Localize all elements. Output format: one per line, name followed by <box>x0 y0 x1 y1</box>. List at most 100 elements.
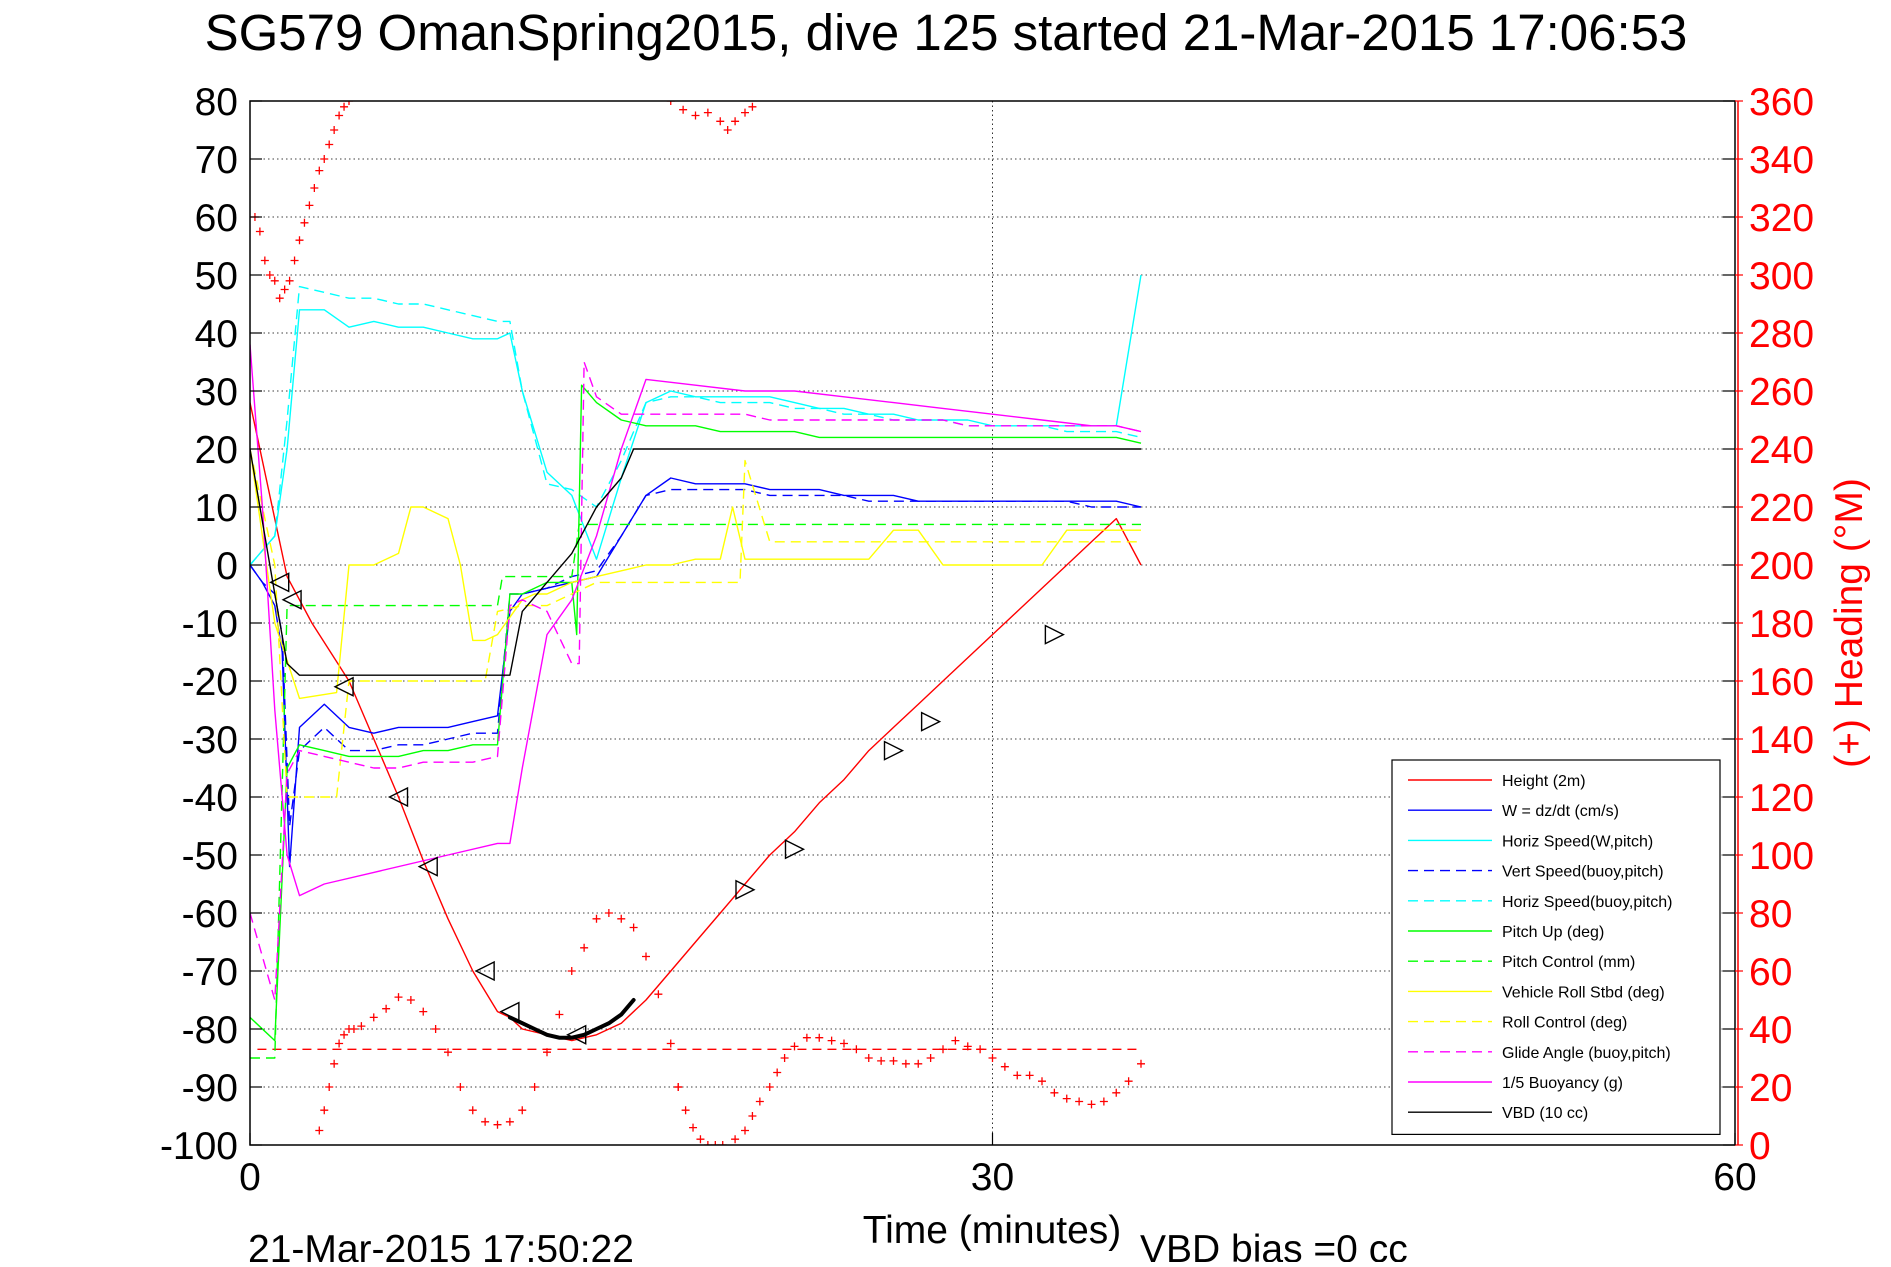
direction-triangle-marker <box>920 711 942 732</box>
heading-marker <box>1013 1071 1022 1080</box>
direction-triangle-marker <box>474 960 495 982</box>
heading-marker <box>755 1097 764 1106</box>
heading-marker <box>691 111 700 120</box>
y2-tick-label: 340 <box>1749 139 1814 182</box>
heading-marker <box>505 1117 514 1126</box>
heading-marker <box>419 1007 428 1016</box>
series-vehicle-roll-stbd-deg <box>250 448 1141 700</box>
heading-marker <box>802 1033 811 1042</box>
heading-marker <box>1124 1077 1133 1086</box>
heading-marker <box>604 909 613 917</box>
heading-marker <box>1062 1094 1071 1103</box>
heading-marker <box>1137 1059 1145 1068</box>
heading-marker <box>481 1117 490 1126</box>
heading-marker <box>748 1112 757 1120</box>
y-tick-label: 60 <box>195 197 238 240</box>
heading-marker <box>711 1141 720 1145</box>
heading-marker <box>325 140 334 149</box>
heading-marker <box>654 990 663 999</box>
x-tick-label: 60 <box>1713 1156 1756 1199</box>
y2-tick-label: 100 <box>1749 835 1814 878</box>
chart-title: SG579 OmanSpring2015, dive 125 started 2… <box>205 4 1688 61</box>
heading-marker <box>270 276 279 285</box>
y-tick-label: 30 <box>195 371 238 414</box>
y2-axis-label: (+) Heading (°M) <box>1828 478 1871 768</box>
series-group <box>250 101 1145 1145</box>
heading-marker <box>617 914 626 923</box>
heading-marker <box>305 201 314 210</box>
y2-tick-label: 300 <box>1749 255 1814 298</box>
heading-marker <box>315 1126 324 1135</box>
y2-tick-label: 80 <box>1749 893 1792 936</box>
heading-marker <box>731 117 740 126</box>
heading-marker <box>592 914 601 923</box>
y-tick-label: -80 <box>182 1009 238 1052</box>
y2-tick-label: 40 <box>1749 1009 1792 1052</box>
series-horiz-speed-w-pitch <box>250 274 1142 566</box>
axis-layer: 80706050403020100-10-20-30-40-50-60-70-8… <box>160 81 1814 1199</box>
direction-triangle-marker <box>784 839 806 860</box>
heading-marker <box>696 1135 705 1144</box>
series-1-5-buoyancy-g <box>250 344 1142 897</box>
y-tick-label: -30 <box>182 719 238 762</box>
legend-entry-label: VBD (10 cc) <box>1502 1105 1588 1122</box>
heading-marker <box>773 1068 782 1077</box>
y-tick-label: -60 <box>182 893 238 936</box>
heading-marker <box>666 101 675 105</box>
y-tick-label: -100 <box>160 1125 238 1168</box>
heading-marker <box>567 967 576 975</box>
heading-marker <box>580 943 589 952</box>
heading-marker <box>877 1056 886 1065</box>
heading-marker <box>840 1039 848 1048</box>
series-horiz-speed-buoy-pitch <box>250 285 1142 566</box>
heading-marker <box>265 271 274 279</box>
legend-entry-label: Glide Angle (buoy,pitch) <box>1502 1045 1671 1062</box>
series-w-dz-dt-cm-s <box>250 477 1142 868</box>
y-tick-label: 40 <box>195 313 238 356</box>
heading-marker <box>1075 1097 1084 1106</box>
heading-marker <box>723 126 732 134</box>
series-pitch-control-mm <box>250 523 1141 1059</box>
series-glide-angle-buoy-pitch <box>250 361 1142 1001</box>
y2-tick-label: 140 <box>1749 719 1814 762</box>
heading-marker <box>765 1083 774 1091</box>
y-tick-label: 50 <box>195 255 238 298</box>
x-axis-label: Time (minutes) <box>863 1209 1122 1252</box>
heading-marker <box>285 276 294 285</box>
legend-entry-label: Vert Speed(buoy,pitch) <box>1502 864 1664 881</box>
heading-marker <box>1025 1071 1034 1080</box>
heading-marker <box>939 1045 947 1054</box>
direction-triangle-marker <box>269 572 290 593</box>
series-vert-speed-buoy-pitch <box>250 488 1141 827</box>
heading-marker <box>718 1141 727 1145</box>
heading-marker <box>741 1126 749 1135</box>
legend: Height (2m) W = dz/dt (cm/s) Horiz Speed(W… <box>1391 759 1721 1135</box>
heading-marker <box>666 1039 675 1048</box>
y2-tick-label: 180 <box>1749 603 1814 646</box>
heading-marker <box>1087 1100 1096 1109</box>
y2-tick-label: 20 <box>1749 1067 1792 1110</box>
heading-marker <box>345 101 353 105</box>
heading-marker <box>629 923 638 932</box>
heading-marker <box>325 1083 334 1091</box>
legend-entry-label: 1/5 Buoyancy (g) <box>1502 1075 1623 1092</box>
heading-marker <box>642 952 650 961</box>
y-tick-label: 10 <box>195 487 238 530</box>
heading-marker <box>1112 1088 1121 1097</box>
heading-marker <box>988 1054 997 1062</box>
y2-tick-label: 60 <box>1749 951 1792 994</box>
y2-tick-label: 0 <box>1749 1125 1771 1168</box>
heading-marker <box>290 256 299 265</box>
heading-marker <box>674 1083 683 1091</box>
legend-entry-label: Roll Control (deg) <box>1502 1015 1627 1032</box>
heading-marker <box>555 1010 564 1019</box>
heading-marker <box>310 184 319 192</box>
heading-marker <box>369 1013 378 1022</box>
heading-marker <box>275 294 284 303</box>
heading-marker <box>543 1048 551 1057</box>
y-tick-label: -50 <box>182 835 238 878</box>
heading-marker <box>330 126 339 134</box>
heading-marker <box>382 1004 391 1013</box>
heading-marker <box>780 1054 789 1062</box>
